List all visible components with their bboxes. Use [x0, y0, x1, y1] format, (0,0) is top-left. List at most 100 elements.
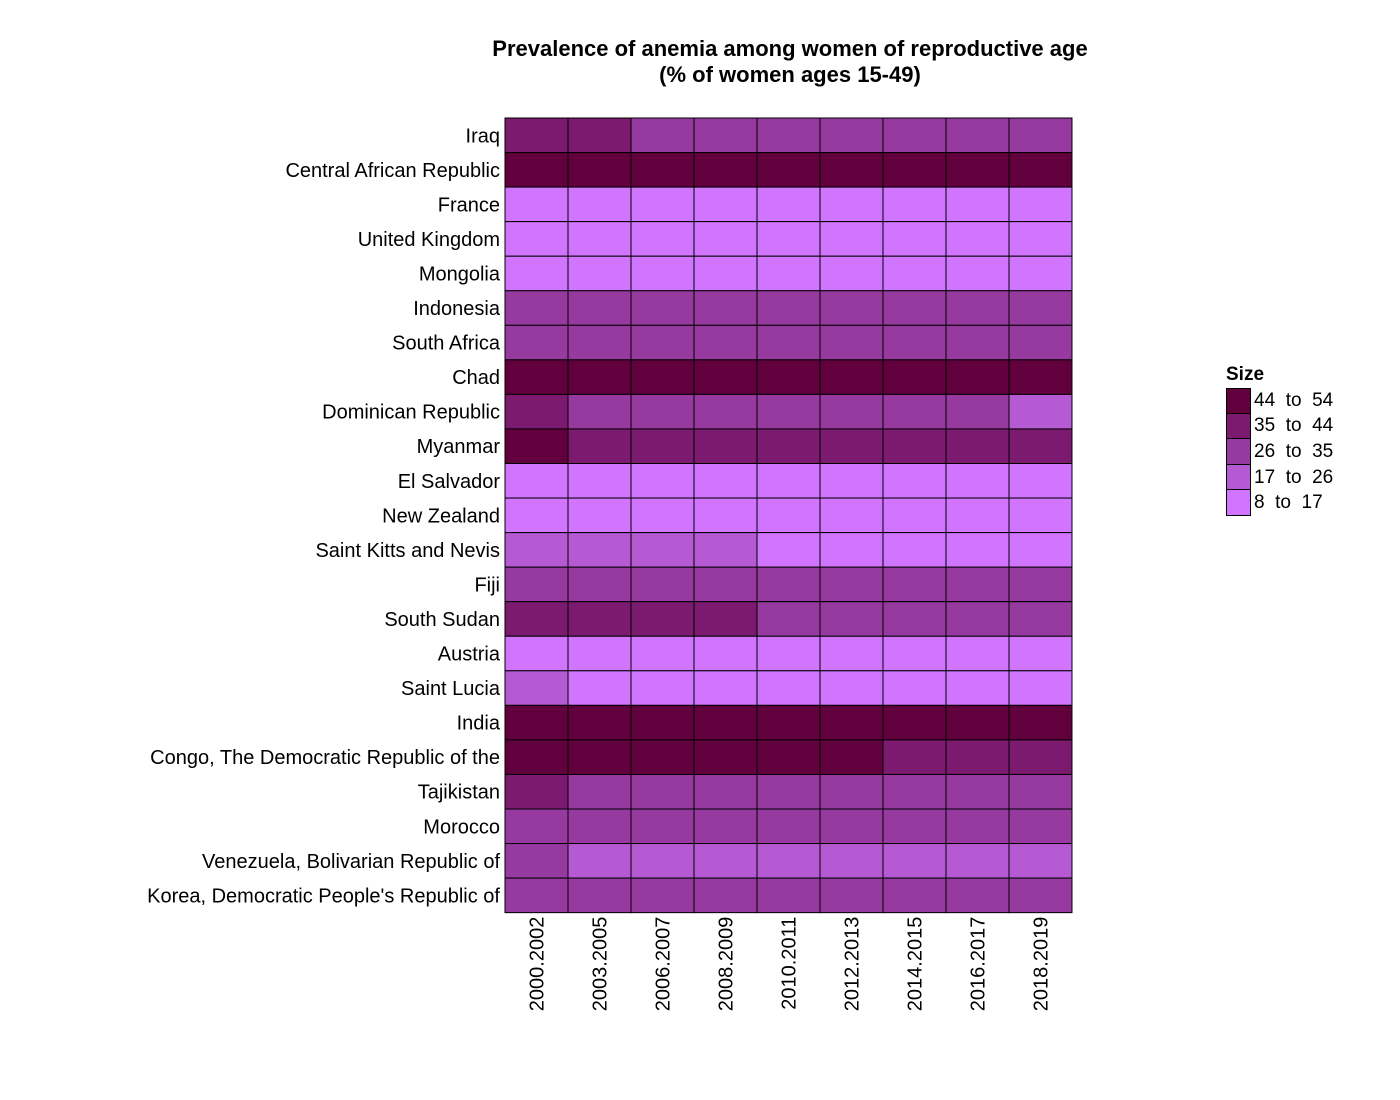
heatmap-cell: [504, 463, 569, 499]
heatmap-cell: [504, 186, 569, 223]
heatmap-cell: [756, 221, 821, 257]
legend-swatch: [1226, 464, 1251, 491]
heatmap-cell: [1008, 393, 1073, 430]
y-tick-label: Indonesia: [413, 298, 501, 320]
y-tick-label: Fiji: [474, 574, 500, 596]
heatmap-cell: [756, 670, 821, 706]
heatmap-cell: [630, 152, 695, 188]
heatmap-cell: [756, 877, 821, 914]
heatmap-cell: [693, 359, 758, 395]
heatmap-cell: [945, 463, 1010, 499]
heatmap-cell: [756, 117, 821, 154]
x-tick-label: 2010.2011: [779, 917, 801, 1010]
heatmap-cell: [567, 739, 632, 775]
heatmap-cell: [693, 152, 758, 188]
heatmap-cell: [567, 324, 632, 361]
heatmap-cell: [756, 255, 821, 292]
heatmap-cell: [1008, 566, 1073, 603]
y-tick-label: France: [438, 194, 500, 216]
heatmap-cell: [819, 808, 884, 845]
heatmap-cell: [756, 704, 821, 741]
heatmap-cell: [882, 877, 947, 914]
heatmap-cell: [567, 497, 632, 534]
heatmap-cell: [945, 704, 1010, 741]
x-tick-label: 2008.2009: [716, 917, 738, 1012]
legend-title: Size: [1226, 364, 1265, 385]
heatmap-cell: [630, 773, 695, 810]
heatmap-cell: [630, 463, 695, 499]
heatmap-cell: [756, 463, 821, 499]
heatmap-cell: [945, 739, 1010, 775]
y-tick-label: Korea, Democratic People's Republic of: [147, 885, 500, 907]
heatmap-cell: [630, 635, 695, 672]
heatmap-cell: [504, 290, 569, 326]
heatmap-cell: [882, 393, 947, 430]
x-axis-labels: 2000.2002 2003.2005 2006.2007 2008.2009 2010…: [527, 917, 1053, 1012]
legend-label: 35 to 44: [1254, 415, 1334, 437]
x-tick-label: 2014.2015: [905, 917, 927, 1012]
heatmap-cell: [630, 221, 695, 257]
heatmap-cell: [756, 601, 821, 637]
heatmap-cells: [504, 117, 1073, 914]
heatmap-cell: [1008, 152, 1073, 188]
heatmap-cell: [819, 532, 884, 568]
heatmap-cell: [882, 497, 947, 534]
heatmap-cell: [756, 808, 821, 845]
y-tick-label: Congo, The Democratic Republic of the: [150, 747, 500, 769]
x-tick-label: 2003.2005: [590, 917, 612, 1012]
heatmap-cell: [504, 601, 569, 637]
y-tick-label: India: [457, 713, 501, 735]
y-tick-label: Mongolia: [419, 263, 501, 285]
heatmap-cell: [1008, 635, 1073, 672]
heatmap-cell: [1008, 704, 1073, 741]
heatmap-cell: [882, 290, 947, 326]
heatmap-cell: [756, 532, 821, 568]
y-tick-label: Myanmar: [417, 436, 501, 458]
heatmap-cell: [1008, 463, 1073, 499]
heatmap-cell: [567, 463, 632, 499]
heatmap-cell: [630, 324, 695, 361]
heatmap-cell: [819, 704, 884, 741]
heatmap-cell: [567, 359, 632, 395]
legend-swatch: [1226, 413, 1251, 440]
heatmap-cell: [567, 704, 632, 741]
heatmap-cell: [630, 186, 695, 223]
heatmap-cell: [945, 255, 1010, 292]
heatmap-cell: [882, 635, 947, 672]
heatmap-cell: [504, 497, 569, 534]
heatmap-cell: [945, 773, 1010, 810]
heatmap-cell: [945, 117, 1010, 154]
legend-entry: 35 to 44: [1226, 413, 1334, 440]
heatmap-cell: [756, 566, 821, 603]
heatmap-cell: [756, 152, 821, 188]
heatmap-cell: [1008, 843, 1073, 879]
legend-swatch: [1226, 439, 1251, 465]
legend-swatch: [1226, 490, 1251, 516]
heatmap-cell: [819, 739, 884, 775]
heatmap-cell: [693, 393, 758, 430]
heatmap-cell: [693, 290, 758, 326]
heatmap-cell: [882, 221, 947, 257]
heatmap-cell: [630, 704, 695, 741]
heatmap-cell: [819, 635, 884, 672]
x-tick-label: 2018.2019: [1031, 917, 1053, 1012]
legend-entry: 26 to 35: [1226, 439, 1333, 465]
heatmap-cell: [756, 773, 821, 810]
heatmap-cell: [756, 290, 821, 326]
heatmap-cell: [945, 635, 1010, 672]
heatmap-cell: [693, 532, 758, 568]
heatmap-cell: [504, 324, 569, 361]
heatmap-cell: [945, 670, 1010, 706]
legend-entry: 17 to 26: [1226, 464, 1333, 491]
heatmap-cell: [945, 290, 1010, 326]
heatmap-cell: [567, 843, 632, 879]
heatmap-cell: [693, 255, 758, 292]
heatmap-cell: [1008, 290, 1073, 326]
heatmap-cell: [504, 739, 569, 775]
heatmap-cell: [945, 152, 1010, 188]
heatmap-cell: [1008, 324, 1073, 361]
y-tick-label: Chad: [452, 367, 500, 389]
x-tick-label: 2006.2007: [653, 917, 675, 1012]
heatmap-cell: [630, 566, 695, 603]
heatmap-cell: [882, 324, 947, 361]
